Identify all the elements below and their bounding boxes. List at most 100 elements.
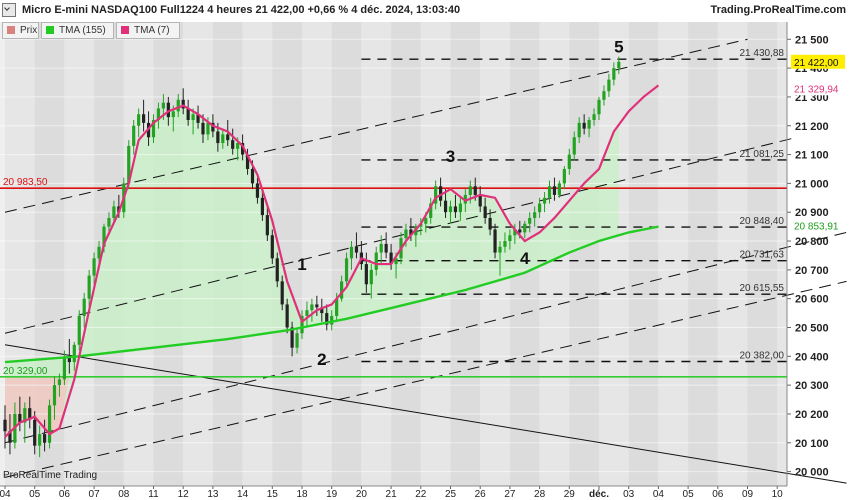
x-tick-label: 06 — [712, 489, 724, 500]
level-label: 20 382,00 — [740, 350, 785, 361]
candle-body — [161, 102, 165, 109]
candle-body — [325, 313, 329, 325]
x-tick-label: 03 — [623, 489, 635, 500]
x-tick-label: 25 — [445, 489, 457, 500]
candle-body — [315, 304, 319, 308]
candle-body — [87, 275, 91, 299]
legend-label-price: Prix — [20, 25, 38, 36]
candle-body — [503, 241, 507, 247]
candle-body — [562, 168, 566, 184]
candle-body — [142, 114, 146, 123]
price-swatch-icon — [7, 26, 15, 34]
candle-body — [344, 258, 349, 282]
candle-body — [364, 264, 368, 285]
site-name: Trading.ProRealTime.com — [710, 4, 846, 16]
candle-body — [186, 108, 190, 120]
candle-body — [231, 140, 235, 149]
x-tick-label: 27 — [504, 489, 516, 500]
x-tick-label: 06 — [59, 489, 71, 500]
day-band — [658, 22, 689, 486]
candle-body — [196, 114, 200, 123]
tma7-last-tag: 21 329,94 — [794, 84, 839, 95]
x-tick-label: 15 — [267, 489, 279, 500]
y-tick-label: 20 800 — [795, 236, 829, 248]
x-tick-label: déc. — [589, 489, 609, 500]
candle-body — [439, 186, 443, 201]
candle-body — [335, 298, 339, 316]
y-tick-label: 21 000 — [795, 178, 829, 190]
candle-body — [463, 194, 467, 204]
tma7-line — [4, 84, 660, 438]
candle-body — [493, 229, 497, 253]
tma155-line — [4, 225, 659, 364]
legend-label-tma155: TMA (155) — [59, 25, 106, 36]
candle-body — [572, 137, 576, 155]
time-axis: 04 05 06 07 08 11 12 13 14 15 18 19 20 21 22 25 26 27 28 29… — [0, 486, 783, 500]
legend-item-tma7[interactable]: TMA (7) — [116, 22, 180, 39]
day-band — [628, 22, 659, 486]
x-tick-label: 12 — [178, 489, 190, 500]
candle-body — [379, 243, 383, 253]
candle-body — [374, 252, 378, 270]
candle-body — [310, 304, 314, 311]
price-axis: 20 000 20 100 20 200 20 300 20 400 20 500 20 6… — [787, 34, 829, 479]
candle-body — [52, 385, 57, 406]
candle-body — [305, 310, 309, 316]
x-tick-label: 26 — [475, 489, 487, 500]
candle-body — [236, 143, 240, 149]
candle-body — [201, 122, 205, 135]
candle-body — [434, 186, 438, 204]
candle-body — [468, 186, 472, 195]
candle-body — [33, 419, 37, 446]
candle-body — [137, 114, 141, 126]
candle-body — [8, 431, 12, 443]
candle-body — [349, 246, 354, 259]
x-tick-label: 08 — [118, 489, 130, 500]
candle-body — [176, 99, 180, 112]
candle-body — [151, 119, 156, 138]
day-band — [717, 22, 748, 486]
candle-body — [171, 111, 175, 118]
y-tick-label: 20 600 — [795, 294, 829, 306]
tma155-last-tag-box — [791, 218, 845, 233]
candle-body — [340, 281, 344, 299]
candle-body — [260, 197, 264, 216]
x-tick-label: 29 — [564, 489, 576, 500]
x-tick-label: 05 — [683, 489, 695, 500]
candle-body — [607, 79, 611, 92]
y-tick-label: 20 400 — [795, 351, 829, 363]
candle-body — [250, 168, 255, 184]
channel-line-1 — [4, 38, 748, 213]
candle-body — [528, 217, 532, 224]
day-band — [688, 22, 718, 486]
tma155-last-tag: 20 853,91 — [794, 221, 839, 232]
last-price-tag: 21 422,00 — [794, 58, 839, 69]
y-tick-label: 20 900 — [795, 207, 829, 219]
candle-body — [592, 114, 596, 120]
candle-body — [280, 281, 284, 305]
trend-line — [4, 344, 847, 484]
candle-body — [567, 154, 571, 169]
candle-body — [330, 315, 334, 325]
level-label: 21 430,88 — [740, 48, 785, 59]
candle-body — [72, 344, 76, 363]
candle-body — [587, 119, 591, 129]
tma155-swatch-icon — [46, 26, 54, 34]
collapse-icon[interactable] — [2, 3, 16, 17]
candle-body — [453, 206, 458, 213]
last-price-tag-box — [791, 54, 845, 69]
candle-body — [92, 258, 96, 276]
candle-body — [508, 235, 512, 242]
legend-item-price[interactable]: Prix — [2, 22, 39, 39]
wave-label-5: 5 — [614, 37, 623, 56]
day-band — [569, 22, 599, 486]
level-label: 20 731,63 — [740, 250, 785, 261]
y-tick-label: 21 200 — [795, 121, 829, 133]
candle-body — [513, 229, 517, 236]
candle-body — [38, 434, 42, 446]
candle-body — [112, 206, 116, 218]
legend-item-tma155[interactable]: TMA (155) — [41, 22, 114, 39]
candle-body — [211, 122, 215, 132]
wave-label-1: 1 — [297, 255, 306, 274]
